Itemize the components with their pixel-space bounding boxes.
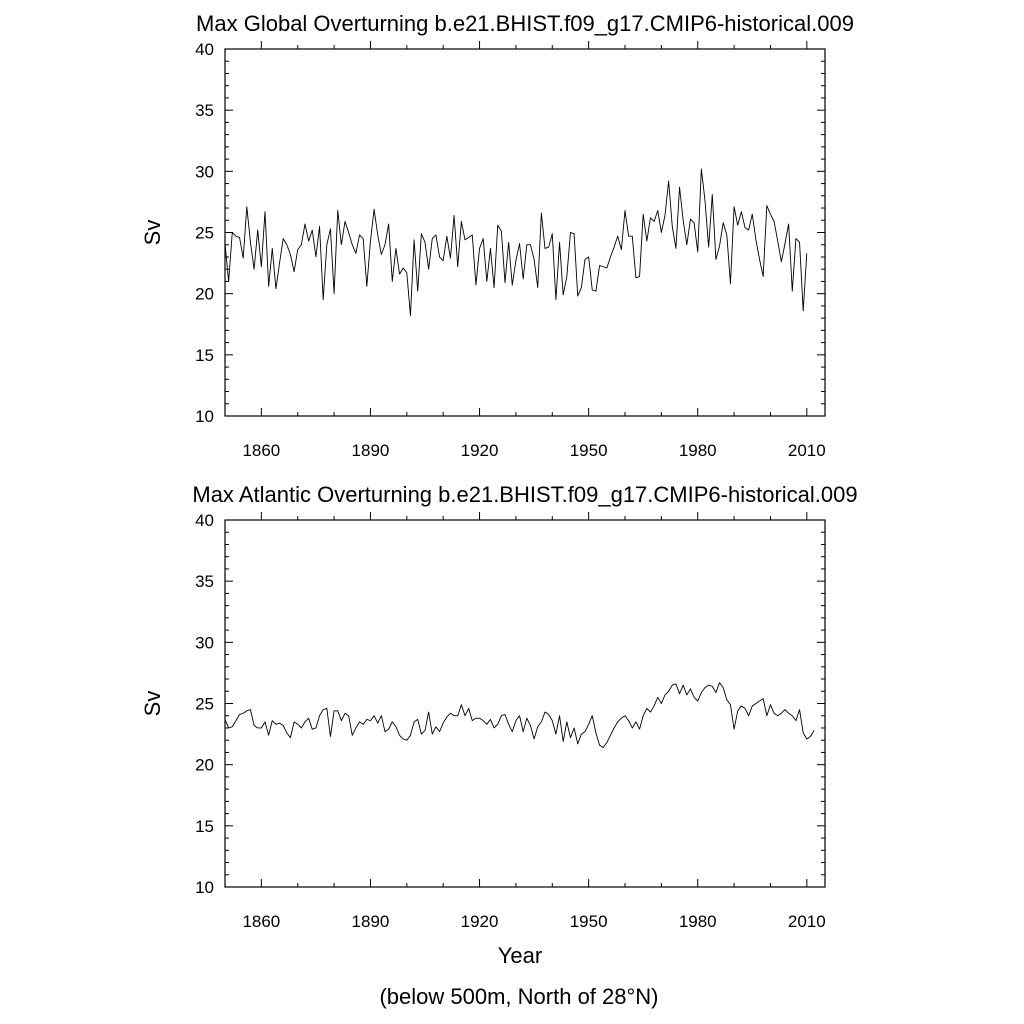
x-tick-label: 2010: [788, 912, 826, 931]
series-line-1: [224, 168, 808, 317]
series-line-1: [224, 682, 815, 748]
y-axis-title: Sv: [140, 691, 165, 717]
x-tick-label: 1920: [461, 912, 499, 931]
y-tick-label: 30: [195, 633, 214, 652]
y-tick-label: 20: [195, 756, 214, 775]
chart-title: Max Atlantic Overturning b.e21.BHIST.f09…: [192, 482, 857, 507]
x-tick-label: 1890: [352, 441, 390, 460]
x-tick-label: 1980: [679, 912, 717, 931]
y-tick-label: 40: [195, 511, 214, 530]
y-tick-label: 35: [195, 572, 214, 591]
chart-title: Max Global Overturning b.e21.BHIST.f09_g…: [196, 11, 854, 36]
y-tick-label: 25: [195, 224, 214, 243]
x-tick-label: 1980: [679, 441, 717, 460]
x-axis-title: Year: [498, 943, 542, 968]
y-tick-label: 15: [195, 346, 214, 365]
y-tick-label: 25: [195, 695, 214, 714]
x-tick-label: 1950: [570, 912, 608, 931]
y-tick-label: 35: [195, 101, 214, 120]
x-tick-label: 1950: [570, 441, 608, 460]
x-tick-label: 1920: [461, 441, 499, 460]
chart-panel-1: Max Global Overturning b.e21.BHIST.f09_g…: [140, 11, 854, 460]
y-tick-label: 15: [195, 817, 214, 836]
x-tick-label: 2010: [788, 441, 826, 460]
y-tick-label: 40: [195, 40, 214, 59]
x-tick-label: 1860: [242, 912, 280, 931]
footnote: (below 500m, North of 28°N): [379, 984, 658, 1009]
plot-frame: [224, 48, 826, 417]
chart-panel-2: Max Atlantic Overturning b.e21.BHIST.f09…: [140, 482, 858, 968]
y-tick-label: 20: [195, 285, 214, 304]
x-tick-label: 1890: [352, 912, 390, 931]
y-tick-label: 30: [195, 162, 214, 181]
y-tick-label: 10: [195, 407, 214, 426]
plot-frame: [224, 519, 826, 888]
y-axis-title: Sv: [140, 220, 165, 246]
x-tick-label: 1860: [242, 441, 280, 460]
y-tick-label: 10: [195, 878, 214, 897]
